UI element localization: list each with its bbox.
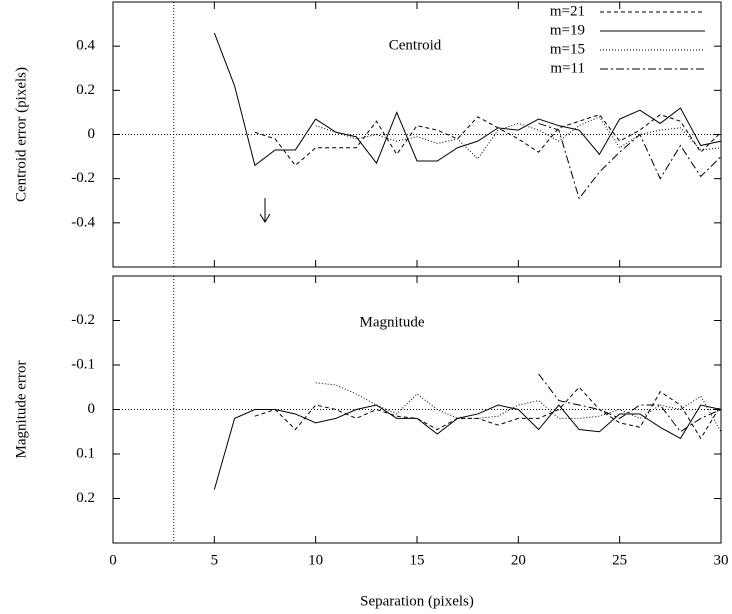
y-tick-label: 0.1 bbox=[76, 445, 95, 461]
x-tick-label: 30 bbox=[714, 552, 729, 568]
series-line bbox=[213, 32, 722, 167]
y-tick-label: -0.2 bbox=[71, 170, 95, 186]
y-axis-label: Magnitude error bbox=[13, 361, 29, 459]
x-axis-label: Separation (pixels) bbox=[360, 593, 474, 609]
series-line bbox=[254, 386, 722, 440]
x-tick-label: 25 bbox=[612, 552, 627, 568]
x-tick-label: 10 bbox=[308, 552, 323, 568]
series-line bbox=[254, 114, 722, 167]
y-tick-label: 0.4 bbox=[76, 38, 95, 54]
y-tick-label: 0 bbox=[88, 126, 96, 142]
y-tick-label: 0.2 bbox=[76, 490, 95, 506]
x-tick-label: 5 bbox=[211, 552, 219, 568]
legend-label: m=15 bbox=[550, 41, 585, 57]
y-tick-label: 0.2 bbox=[76, 82, 95, 98]
legend-label: m=21 bbox=[550, 3, 585, 19]
y-tick-label: 0 bbox=[88, 401, 96, 417]
series-line bbox=[538, 373, 722, 433]
arrow-head bbox=[259, 213, 271, 223]
legend-label: m=11 bbox=[550, 60, 585, 76]
x-tick-label: 0 bbox=[109, 552, 117, 568]
y-axis-label: Centroid error (pixels) bbox=[13, 67, 29, 202]
legend-label: m=19 bbox=[550, 22, 585, 38]
series-line bbox=[538, 122, 722, 200]
y-tick-label: -0.4 bbox=[71, 214, 95, 230]
arrow bbox=[259, 198, 271, 223]
panel-label: Magnitude bbox=[360, 314, 425, 330]
series-line bbox=[315, 116, 722, 160]
panel-label: Centroid bbox=[389, 37, 442, 53]
x-tick-label: 20 bbox=[511, 552, 526, 568]
y-tick-label: -0.2 bbox=[71, 312, 95, 328]
y-tick-label: -0.1 bbox=[71, 356, 95, 372]
series-line bbox=[315, 382, 722, 432]
series-line bbox=[213, 404, 722, 490]
x-tick-label: 15 bbox=[410, 552, 425, 568]
